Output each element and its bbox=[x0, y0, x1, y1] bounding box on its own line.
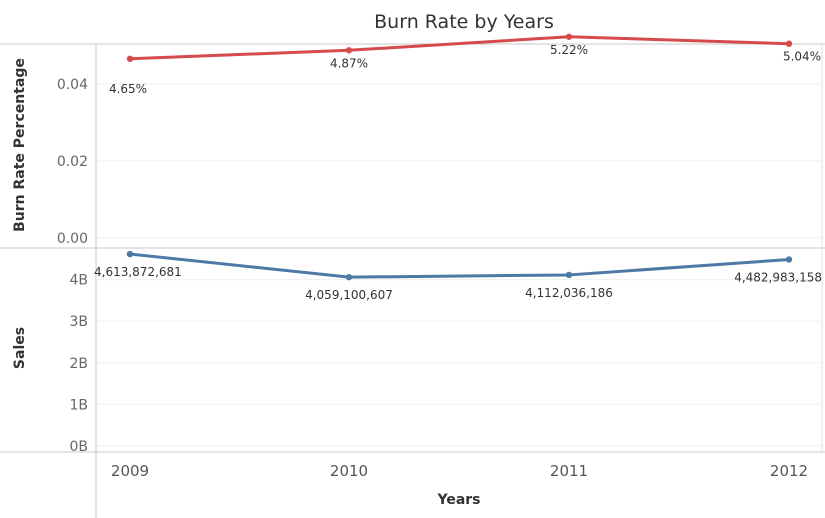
y-tick-label: 1B bbox=[69, 397, 88, 413]
data-label: 4,613,872,681 bbox=[94, 265, 182, 279]
y-axis-label-sales: Sales bbox=[12, 327, 28, 369]
data-label: 5.22% bbox=[550, 43, 588, 57]
data-point bbox=[785, 256, 793, 263]
x-axis-label: Years bbox=[436, 492, 480, 508]
x-tick-label: 2012 bbox=[770, 462, 808, 480]
data-label: 4,482,983,158 bbox=[734, 271, 822, 285]
data-point bbox=[345, 47, 353, 54]
series-line-burn-rate bbox=[129, 35, 790, 61]
x-tick-label: 2009 bbox=[111, 462, 149, 480]
data-labels: 4.65% 4.87% 5.22% 5.04% 4,613,872,681 4,059,1… bbox=[94, 43, 822, 302]
y-tick-label: 0.02 bbox=[57, 154, 88, 170]
data-label: 4.65% bbox=[109, 82, 147, 96]
data-point bbox=[345, 273, 353, 281]
x-tick-label: 2010 bbox=[330, 462, 368, 480]
chart-frame bbox=[0, 43, 825, 518]
data-point bbox=[565, 33, 573, 40]
y-tick-label: 0.00 bbox=[57, 231, 88, 247]
data-label: 4,059,100,607 bbox=[305, 288, 393, 302]
series-layer bbox=[126, 33, 793, 281]
y-tick-label: 0.04 bbox=[57, 77, 88, 93]
chart-title: Burn Rate by Years bbox=[374, 11, 554, 33]
data-label: 4.87% bbox=[330, 56, 368, 70]
x-axis-ticks: 2009 2010 2011 2012 bbox=[111, 462, 808, 480]
gridlines bbox=[96, 83, 822, 447]
data-label: 4,112,036,186 bbox=[525, 286, 613, 300]
y-tick-label: 4B bbox=[69, 273, 88, 289]
series-line-sales bbox=[129, 252, 790, 279]
data-point bbox=[126, 250, 134, 258]
data-point bbox=[785, 40, 793, 47]
data-point bbox=[126, 55, 134, 62]
y-tick-label: 0B bbox=[69, 439, 88, 455]
y-tick-label: 2B bbox=[69, 356, 88, 372]
y-axis-ticks: 0.00 0.02 0.04 0B 1B 2B 3B 4B bbox=[57, 77, 88, 455]
y-tick-label: 3B bbox=[69, 314, 88, 330]
y-axis-label-burn-rate: Burn Rate Percentage bbox=[12, 58, 28, 232]
data-label: 5.04% bbox=[783, 50, 821, 64]
x-tick-label: 2011 bbox=[550, 462, 588, 480]
data-point bbox=[565, 271, 573, 279]
